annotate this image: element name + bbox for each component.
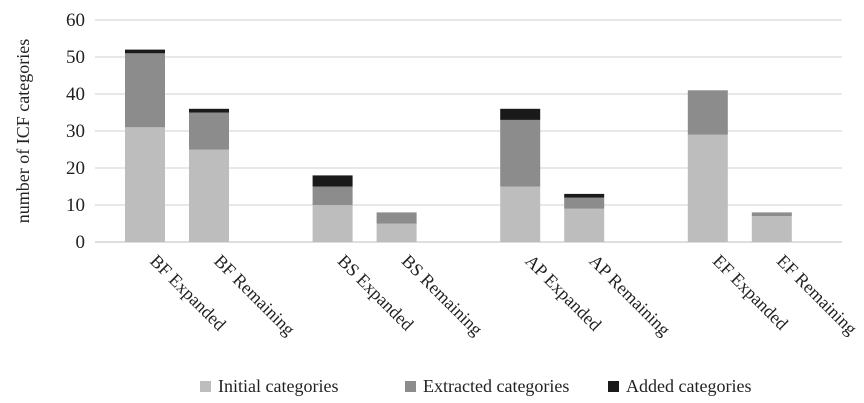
legend-label: Added categories bbox=[626, 376, 751, 396]
legend-label: Extracted categories bbox=[423, 376, 569, 396]
bar-segment bbox=[312, 205, 353, 242]
bar-segment bbox=[500, 186, 541, 242]
bar-segment bbox=[376, 223, 417, 242]
y-axis-label: number of ICF categories bbox=[13, 39, 33, 223]
y-tick-label: 10 bbox=[66, 195, 85, 216]
legend-label: Initial categories bbox=[218, 376, 338, 396]
y-tick-label: 20 bbox=[66, 158, 85, 179]
bar-segment bbox=[500, 108, 541, 120]
bar-segment bbox=[687, 134, 728, 242]
y-tick-label: 30 bbox=[66, 121, 85, 142]
bar-segment bbox=[751, 212, 792, 217]
x-category-label: EF Remaining bbox=[773, 251, 861, 339]
bar-segment bbox=[125, 127, 165, 242]
bar-segment bbox=[312, 186, 353, 205]
bar-segment bbox=[500, 119, 541, 187]
bar-segment bbox=[189, 108, 229, 113]
y-tick-label: 40 bbox=[66, 84, 85, 105]
bar-segment bbox=[125, 53, 165, 128]
legend-swatch bbox=[405, 381, 416, 392]
y-tick-label: 0 bbox=[76, 232, 86, 253]
y-tick-label: 60 bbox=[66, 10, 85, 31]
legend: Initial categories Extracted categories Ad… bbox=[200, 376, 751, 396]
bar-segment bbox=[376, 212, 417, 224]
bar-segment bbox=[564, 193, 605, 198]
bar-segment bbox=[564, 197, 605, 209]
bars bbox=[125, 49, 792, 242]
bar-segment bbox=[751, 216, 792, 242]
bar-segment bbox=[189, 112, 229, 150]
y-axis-ticks: 0 10 20 30 40 50 60 bbox=[66, 10, 85, 253]
bar-segment bbox=[125, 49, 165, 54]
legend-swatch bbox=[200, 381, 211, 392]
bar-segment bbox=[189, 149, 229, 242]
bar-segment bbox=[564, 208, 605, 242]
y-tick-label: 50 bbox=[66, 47, 85, 68]
bar-segment bbox=[687, 90, 728, 135]
bar-segment bbox=[312, 175, 353, 187]
legend-swatch bbox=[608, 381, 619, 392]
